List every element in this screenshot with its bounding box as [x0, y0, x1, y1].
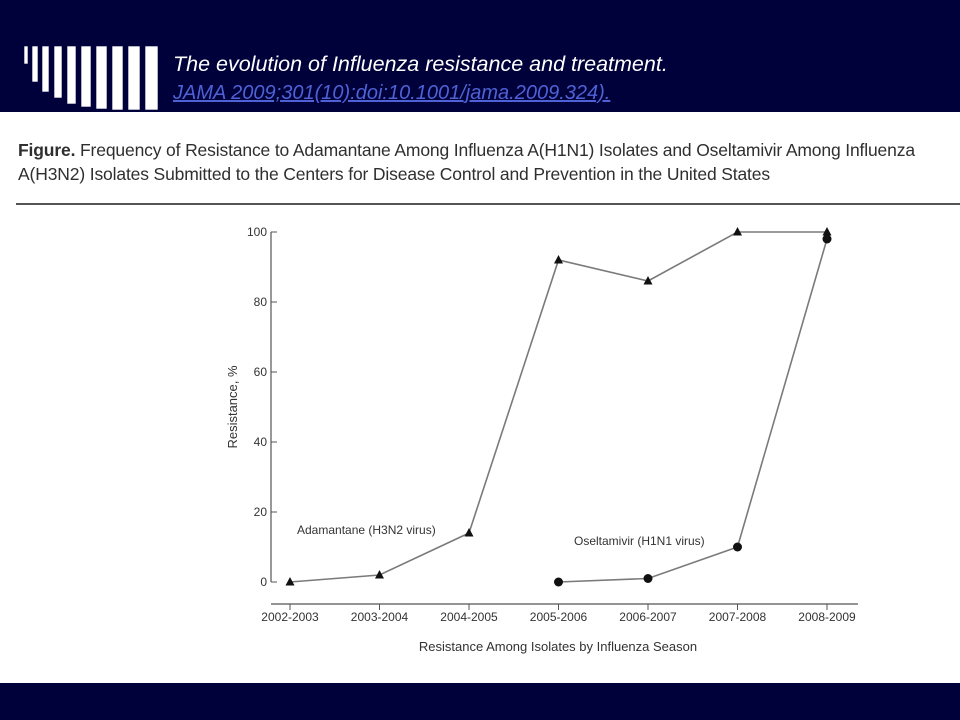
data-point-triangle [375, 570, 384, 579]
caption-divider [16, 203, 960, 205]
y-tick-label: 40 [254, 435, 268, 449]
slide-title: The evolution of Influenza resistance an… [173, 52, 668, 76]
y-axis-label: Resistance, % [225, 365, 240, 449]
decorative-bars-graphic [23, 45, 159, 111]
x-tick-label: 2003-2004 [351, 610, 409, 624]
data-point-triangle [285, 577, 295, 586]
x-tick-label: 2002-2003 [261, 610, 319, 624]
x-tick-label: 2005-2006 [530, 610, 588, 624]
x-axis-label: Resistance Among Isolates by Influenza S… [419, 639, 697, 654]
x-tick-label: 2007-2008 [709, 610, 767, 624]
data-point-triangle [554, 255, 563, 264]
figure-caption: Figure. Frequency of Resistance to Adama… [18, 138, 948, 186]
y-tick-label: 0 [260, 575, 267, 589]
series-line [558, 238, 828, 583]
data-point-circle [554, 577, 563, 587]
x-tick-label: 2006-2007 [619, 610, 677, 624]
data-point-circle [822, 234, 832, 244]
data-point-triangle [822, 227, 832, 236]
y-tick-label: 100 [247, 225, 267, 239]
slide-footer [0, 683, 960, 720]
data-point-circle [643, 574, 653, 583]
y-tick-label: 20 [254, 505, 268, 519]
x-tick-label: 2008-2009 [798, 610, 856, 624]
figure-caption-text: Frequency of Resistance to Adamantane Am… [18, 140, 915, 184]
citation-link[interactable]: JAMA 2009;301(10):doi:10.1001/jama.2009.… [173, 82, 611, 104]
slide-header: The evolution of Influenza resistance an… [0, 0, 960, 112]
data-point-triangle [464, 528, 474, 537]
series-label-oseltamivir: Oseltamivir (H1N1 virus) [574, 534, 705, 548]
data-point-triangle [643, 276, 653, 285]
data-point-circle [733, 542, 742, 552]
figure-panel [0, 112, 960, 683]
y-tick-label: 80 [254, 295, 268, 309]
figure-label: Figure. [18, 140, 76, 160]
series-label-adamantane: Adamantane (H3N2 virus) [297, 523, 436, 537]
resistance-line-chart: 0 20 40 60 80 100 2002-2003 2003-2004 2004-2005 2… [225, 225, 858, 654]
x-tick-label: 2004-2005 [440, 610, 498, 624]
y-tick-label: 60 [254, 365, 268, 379]
data-point-triangle [733, 227, 742, 236]
